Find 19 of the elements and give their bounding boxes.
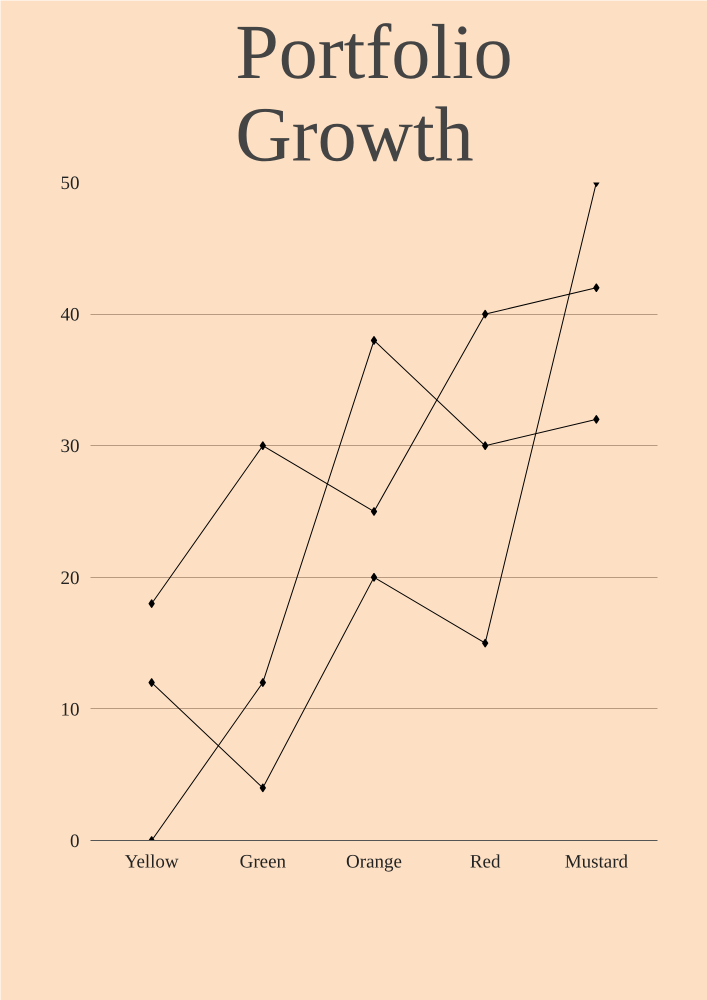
point (148, 678, 155, 688)
x-tick-label: Green (240, 852, 287, 872)
x-tick-label: Mustard (564, 852, 629, 872)
point (370, 507, 378, 516)
y-tick-label: 20 (60, 568, 80, 589)
y-tick-label: 30 (60, 436, 80, 458)
point (370, 336, 378, 345)
y-tick-label: 10 (60, 699, 80, 720)
y-tick-label: 50 (60, 173, 80, 194)
y-tick-label: 40 (60, 304, 80, 326)
chart-title: Portfolio Growth (235, 8, 513, 178)
x-tick-label: Yellow (124, 852, 179, 872)
y-tick-label: 0 (70, 831, 80, 852)
x-tick-label: Red (470, 852, 501, 872)
point (370, 572, 378, 582)
point (593, 283, 600, 292)
x-tick-label: Orange (346, 852, 402, 872)
point (148, 599, 155, 608)
point (593, 414, 600, 424)
